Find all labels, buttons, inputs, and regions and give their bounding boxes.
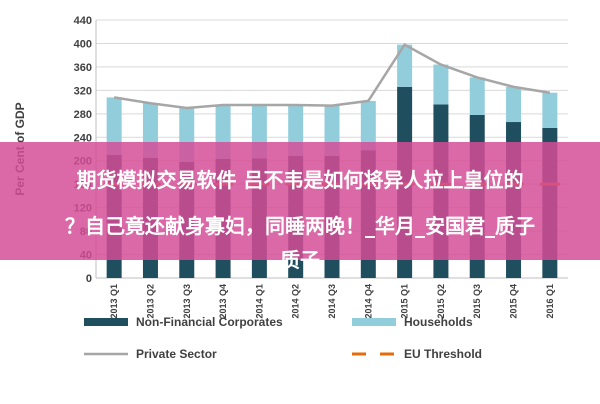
legend-label: Private Sector: [136, 347, 217, 361]
bar-households: [469, 77, 485, 115]
x-tick-label: 2015 Q2: [436, 284, 446, 319]
legend-label: EU Threshold: [404, 347, 482, 361]
legend-label: Households: [404, 315, 473, 329]
x-tick-label: 2013 Q1: [109, 284, 119, 319]
legend-label: Non-Financial Corporates: [136, 315, 283, 329]
y-tick-label: 360: [74, 62, 92, 74]
legend-swatch: [84, 318, 128, 326]
private-sector-line: [113, 42, 551, 110]
x-tick-label: 2014 Q3: [327, 284, 337, 319]
bar-households: [542, 92, 558, 128]
legend-swatch: [352, 318, 396, 326]
bar-households: [360, 100, 376, 151]
bar-households: [106, 97, 122, 155]
bar-households: [397, 44, 413, 87]
x-tick-label: 2015 Q1: [400, 284, 410, 319]
y-tick-label: 400: [74, 38, 92, 50]
y-tick-label: 440: [74, 15, 92, 27]
bar-households: [506, 86, 522, 123]
y-tick-label: 240: [74, 132, 92, 144]
bar-households: [433, 64, 449, 105]
x-tick-label: 2014 Q2: [291, 284, 301, 319]
x-tick-label: 2013 Q2: [145, 284, 155, 319]
x-tick-label: 2016 Q1: [545, 284, 555, 319]
y-tick-label: 0: [86, 273, 92, 285]
y-tick-label: 320: [74, 85, 92, 97]
x-tick-label: 2014 Q1: [254, 284, 264, 319]
caption-overlay: [0, 142, 600, 260]
caption-line-3: 质子: [280, 248, 320, 272]
x-tick-label: 2015 Q3: [472, 284, 482, 319]
x-tick-label: 2013 Q3: [182, 284, 192, 319]
caption-line-2: ？自己竟还献身寡妇，同睡两晚！_华月_安国君_质子: [65, 214, 535, 238]
caption-line-1: 期货模拟交易软件 吕不韦是如何将异人拉上皇位的: [76, 168, 524, 192]
x-tick-label: 2015 Q4: [509, 284, 519, 319]
x-tick-label: 2013 Q4: [218, 284, 228, 319]
x-tick-label: 2014 Q4: [363, 284, 373, 319]
y-tick-label: 280: [74, 109, 92, 121]
